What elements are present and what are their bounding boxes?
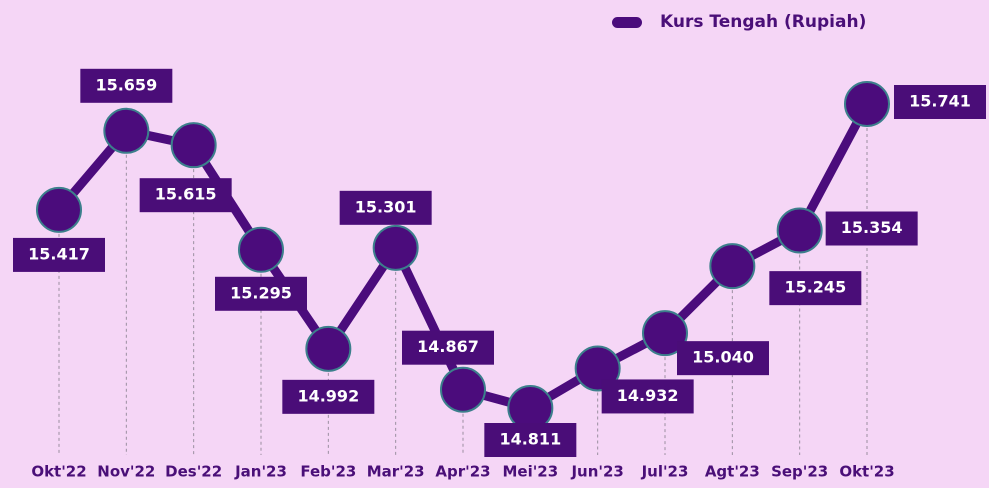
- marker: [845, 82, 889, 126]
- x-tick-label: Okt'22: [31, 463, 86, 481]
- value-label: 14.992: [297, 386, 359, 405]
- marker: [441, 368, 485, 412]
- x-tick-label: Des'22: [165, 463, 222, 481]
- value-label: 14.932: [617, 386, 679, 405]
- marker: [37, 188, 81, 232]
- x-tick-label: Sep'23: [771, 463, 828, 481]
- value-label: 15.295: [230, 283, 292, 302]
- marker: [239, 228, 283, 272]
- value-label: 15.659: [95, 75, 157, 94]
- value-label: 15.040: [692, 348, 754, 367]
- x-tick-label: Jul'23: [641, 463, 689, 481]
- x-tick-label: Apr'23: [435, 463, 490, 481]
- value-label: 15.245: [784, 278, 846, 297]
- x-tick-label: Jan'23: [234, 463, 287, 481]
- value-label: 14.811: [499, 430, 561, 449]
- value-label: 15.741: [909, 92, 971, 111]
- value-label: 15.354: [841, 218, 903, 237]
- marker: [374, 226, 418, 270]
- x-tick-label: Nov'22: [97, 463, 155, 481]
- chart: Kurs Tengah (Rupiah) Okt'22 Nov'22 Des'22 Ja…: [0, 0, 989, 488]
- marker: [172, 123, 216, 167]
- value-label: 15.615: [155, 185, 217, 204]
- x-tick-label: Mar'23: [367, 463, 425, 481]
- x-tick-label: Mei'23: [502, 463, 558, 481]
- value-label: 15.417: [28, 244, 90, 263]
- marker: [104, 109, 148, 153]
- x-tick-label: Okt'23: [839, 463, 894, 481]
- value-label: 14.867: [417, 337, 479, 356]
- x-tick-label: Feb'23: [300, 463, 356, 481]
- x-tick-label: Jun'23: [570, 463, 623, 481]
- marker: [778, 209, 822, 253]
- marker: [306, 327, 350, 371]
- legend-label: Kurs Tengah (Rupiah): [660, 12, 866, 32]
- legend-swatch: [612, 17, 642, 28]
- value-label: 15.301: [355, 197, 417, 216]
- marker: [710, 244, 754, 288]
- x-tick-label: Agt'23: [705, 463, 760, 481]
